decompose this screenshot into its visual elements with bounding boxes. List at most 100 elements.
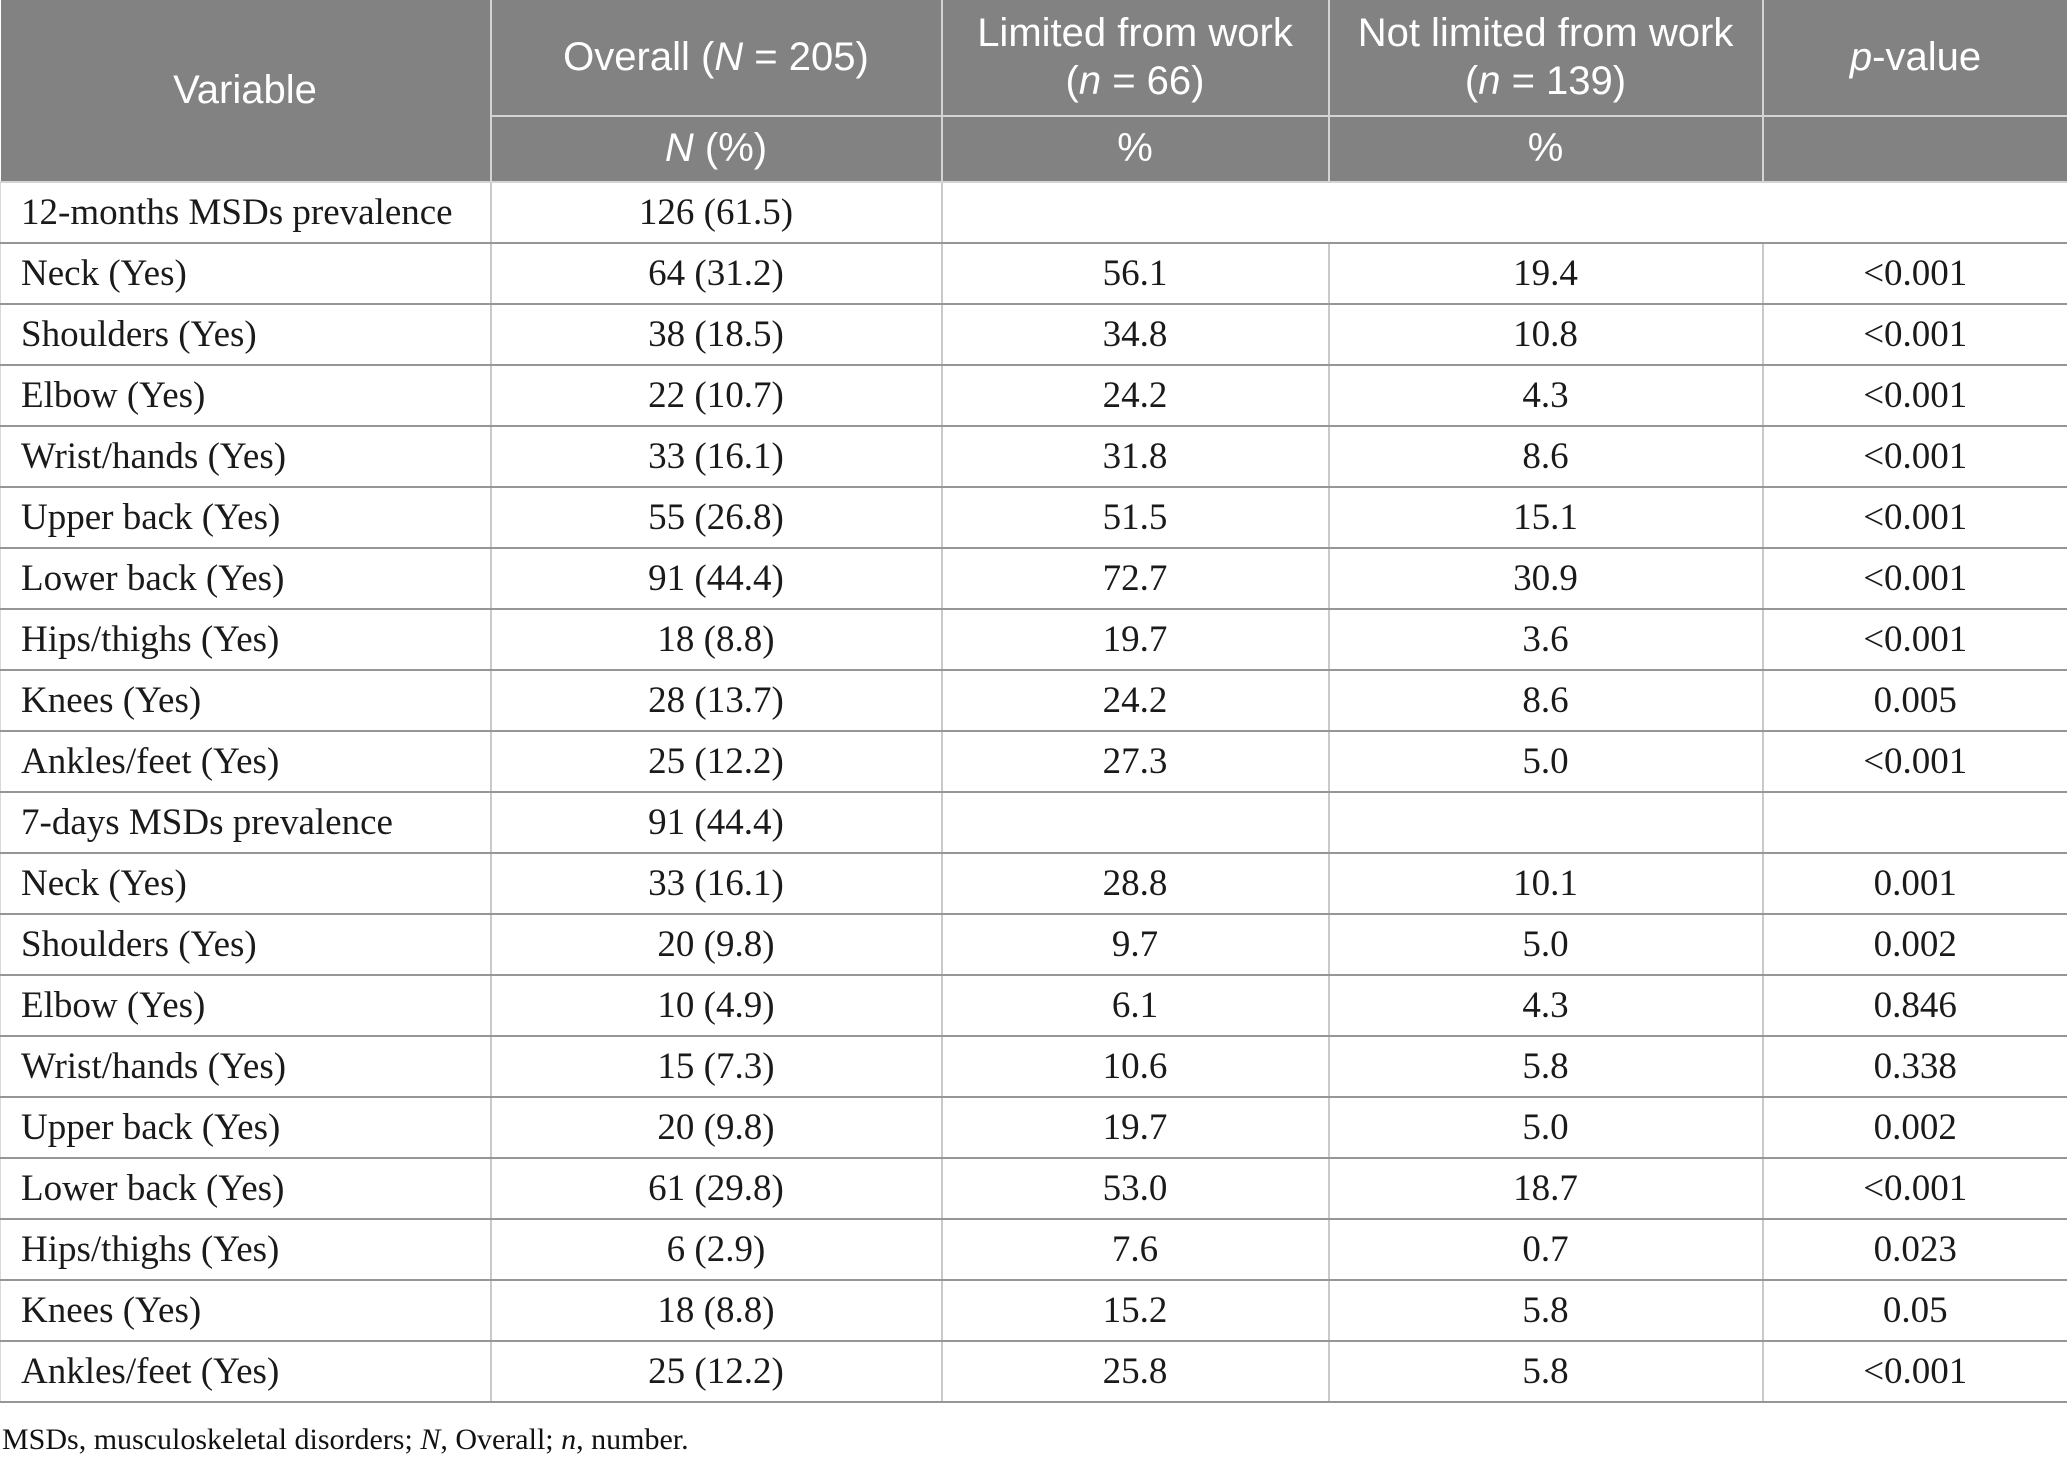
table-row: Wrist/hands (Yes) 33 (16.1) 31.8 8.6 <0.001 bbox=[0, 426, 2067, 488]
overall-cell: 20 (9.8) bbox=[489, 1097, 942, 1159]
limited-cell: 24.2 bbox=[940, 365, 1329, 427]
subheader-not-limited-unit: % bbox=[1327, 116, 1763, 183]
table-row: Lower back (Yes) 91 (44.4) 72.7 30.9 <0.001 bbox=[0, 548, 2067, 610]
blank-cell bbox=[940, 182, 2067, 244]
p-value-cell: <0.001 bbox=[1761, 487, 2067, 549]
header-row-2: N (%) % % bbox=[1, 116, 2067, 183]
row-label-cell: Upper back (Yes) bbox=[0, 1097, 491, 1159]
overall-cell: 25 (12.2) bbox=[489, 731, 942, 793]
table-row: Shoulders (Yes) 38 (18.5) 34.8 10.8 <0.001 bbox=[0, 304, 2067, 366]
p-value-cell: 0.05 bbox=[1761, 1280, 2067, 1342]
not-limited-cell: 4.3 bbox=[1327, 365, 1763, 427]
subheader-limited-unit: % bbox=[940, 116, 1329, 183]
limited-cell: 34.8 bbox=[940, 304, 1329, 366]
overall-cell: 18 (8.8) bbox=[489, 609, 942, 671]
not-limited-cell: 5.8 bbox=[1327, 1341, 1763, 1403]
p-value-cell: <0.001 bbox=[1761, 1341, 2067, 1403]
not-limited-cell: 4.3 bbox=[1327, 975, 1763, 1037]
p-value-cell: <0.001 bbox=[1761, 426, 2067, 488]
overall-cell: 38 (18.5) bbox=[489, 304, 942, 366]
not-limited-cell: 30.9 bbox=[1327, 548, 1763, 610]
row-label-cell: Lower back (Yes) bbox=[0, 1158, 491, 1220]
table-row: Shoulders (Yes) 20 (9.8) 9.7 5.0 0.002 bbox=[0, 914, 2067, 976]
row-label-cell: Ankles/feet (Yes) bbox=[0, 1341, 491, 1403]
limited-cell: 56.1 bbox=[940, 243, 1329, 305]
limited-cell: 19.7 bbox=[940, 609, 1329, 671]
row-label-cell: Shoulders (Yes) bbox=[0, 304, 491, 366]
limited-cell: 19.7 bbox=[940, 1097, 1329, 1159]
overall-cell: 28 (13.7) bbox=[489, 670, 942, 732]
table-header: Variable Overall (N = 205) Limited from … bbox=[0, 0, 2067, 183]
table-row: Neck (Yes) 64 (31.2) 56.1 19.4 <0.001 bbox=[0, 243, 2067, 305]
p-value-cell bbox=[1761, 792, 2067, 854]
row-label-cell: Hips/thighs (Yes) bbox=[0, 609, 491, 671]
overall-cell: 55 (26.8) bbox=[489, 487, 942, 549]
row-label-cell: Knees (Yes) bbox=[0, 1280, 491, 1342]
p-value-cell: <0.001 bbox=[1761, 365, 2067, 427]
overall-cell: 126 (61.5) bbox=[489, 182, 942, 244]
limited-cell: 53.0 bbox=[940, 1158, 1329, 1220]
not-limited-cell: 8.6 bbox=[1327, 426, 1763, 488]
limited-cell: 7.6 bbox=[940, 1219, 1329, 1281]
table-footnote: MSDs, musculoskeletal disorders; N, Over… bbox=[2, 1423, 689, 1456]
p-value-cell: 0.005 bbox=[1761, 670, 2067, 732]
limited-cell: 6.1 bbox=[940, 975, 1329, 1037]
table-row: Elbow (Yes) 22 (10.7) 24.2 4.3 <0.001 bbox=[0, 365, 2067, 427]
header-p-value: p-value bbox=[1761, 0, 2067, 117]
limited-cell: 28.8 bbox=[940, 853, 1329, 915]
row-label-cell: Ankles/feet (Yes) bbox=[0, 731, 491, 793]
p-value-cell: <0.001 bbox=[1761, 609, 2067, 671]
limited-cell bbox=[940, 792, 1329, 854]
subheader-overall-unit: N (%) bbox=[489, 116, 942, 183]
table-row: Elbow (Yes) 10 (4.9) 6.1 4.3 0.846 bbox=[0, 975, 2067, 1037]
row-label-cell: Wrist/hands (Yes) bbox=[0, 1036, 491, 1098]
table-row: Ankles/feet (Yes) 25 (12.2) 27.3 5.0 <0.001 bbox=[0, 731, 2067, 793]
table-row: Wrist/hands (Yes) 15 (7.3) 10.6 5.8 0.338 bbox=[0, 1036, 2067, 1098]
table-row: Knees (Yes) 28 (13.7) 24.2 8.6 0.005 bbox=[0, 670, 2067, 732]
p-value-cell: 0.846 bbox=[1761, 975, 2067, 1037]
p-value-cell: 0.002 bbox=[1761, 914, 2067, 976]
limited-cell: 10.6 bbox=[940, 1036, 1329, 1098]
not-limited-cell: 0.7 bbox=[1327, 1219, 1763, 1281]
not-limited-cell: 18.7 bbox=[1327, 1158, 1763, 1220]
p-value-cell: 0.023 bbox=[1761, 1219, 2067, 1281]
row-label-cell: Hips/thighs (Yes) bbox=[0, 1219, 491, 1281]
table-row: Ankles/feet (Yes) 25 (12.2) 25.8 5.8 <0.001 bbox=[0, 1341, 2067, 1403]
p-value-cell: 0.338 bbox=[1761, 1036, 2067, 1098]
not-limited-cell bbox=[1327, 792, 1763, 854]
row-label-cell: Elbow (Yes) bbox=[0, 975, 491, 1037]
p-value-cell: 0.002 bbox=[1761, 1097, 2067, 1159]
header-variable: Variable bbox=[0, 0, 491, 183]
prevalence-table: Variable Overall (N = 205) Limited from … bbox=[0, 0, 2067, 1403]
table-row: 7-days MSDs prevalence 91 (44.4) bbox=[0, 792, 2067, 854]
table-row: Upper back (Yes) 55 (26.8) 51.5 15.1 <0.001 bbox=[0, 487, 2067, 549]
p-value-cell: 0.001 bbox=[1761, 853, 2067, 915]
not-limited-cell: 5.0 bbox=[1327, 731, 1763, 793]
not-limited-cell: 5.0 bbox=[1327, 1097, 1763, 1159]
overall-cell: 15 (7.3) bbox=[489, 1036, 942, 1098]
p-value-cell: <0.001 bbox=[1761, 243, 2067, 305]
not-limited-cell: 10.8 bbox=[1327, 304, 1763, 366]
overall-cell: 10 (4.9) bbox=[489, 975, 942, 1037]
limited-cell: 51.5 bbox=[940, 487, 1329, 549]
p-value-cell: <0.001 bbox=[1761, 548, 2067, 610]
overall-cell: 64 (31.2) bbox=[489, 243, 942, 305]
not-limited-cell: 8.6 bbox=[1327, 670, 1763, 732]
overall-cell: 33 (16.1) bbox=[489, 853, 942, 915]
limited-cell: 15.2 bbox=[940, 1280, 1329, 1342]
table-row: Neck (Yes) 33 (16.1) 28.8 10.1 0.001 bbox=[0, 853, 2067, 915]
table-row: Hips/thighs (Yes) 18 (8.8) 19.7 3.6 <0.001 bbox=[0, 609, 2067, 671]
not-limited-cell: 15.1 bbox=[1327, 487, 1763, 549]
limited-cell: 24.2 bbox=[940, 670, 1329, 732]
table-row: Lower back (Yes) 61 (29.8) 53.0 18.7 <0.001 bbox=[0, 1158, 2067, 1220]
header-row-1: Variable Overall (N = 205) Limited from … bbox=[0, 0, 2067, 183]
limited-cell: 31.8 bbox=[940, 426, 1329, 488]
p-value-cell: <0.001 bbox=[1761, 1158, 2067, 1220]
table-row: 12-months MSDs prevalence 126 (61.5) bbox=[0, 182, 2067, 244]
row-label-cell: Neck (Yes) bbox=[0, 243, 491, 305]
overall-cell: 6 (2.9) bbox=[489, 1219, 942, 1281]
not-limited-cell: 10.1 bbox=[1327, 853, 1763, 915]
row-label-cell: 12-months MSDs prevalence bbox=[0, 182, 491, 244]
not-limited-cell: 5.0 bbox=[1327, 914, 1763, 976]
